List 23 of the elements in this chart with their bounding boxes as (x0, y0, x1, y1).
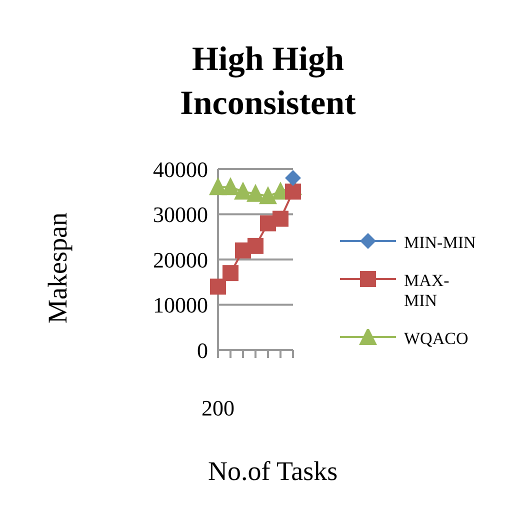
point (285, 184, 301, 200)
point (222, 265, 238, 282)
point (234, 182, 252, 200)
x-axis-title: No.of Tasks (208, 456, 338, 487)
y-tick-label: 10000 (153, 292, 208, 318)
y-axis-title: Makespan (42, 212, 74, 324)
point (222, 177, 240, 196)
y-tick-label: 40000 (153, 156, 208, 182)
point (259, 186, 277, 204)
y-tick-label: 0 (197, 338, 208, 363)
y-tick-label: 20000 (153, 247, 208, 272)
chart-title: High High Inconsistent (179, 40, 357, 124)
point (246, 184, 264, 202)
point (209, 177, 227, 196)
legend-label: MAX-MIN (404, 271, 450, 311)
point (248, 238, 264, 254)
y-tick-label: 30000 (153, 202, 208, 228)
point (210, 278, 226, 295)
legend-label: WQACO (404, 329, 470, 349)
point (285, 170, 301, 186)
x-tick-label: 200 (202, 396, 234, 421)
legend-label: MIN-MIN (404, 233, 477, 253)
point (272, 210, 288, 227)
